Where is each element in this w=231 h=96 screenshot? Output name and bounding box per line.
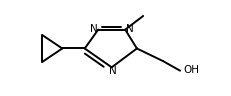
- Text: N: N: [89, 24, 97, 34]
- Text: OH: OH: [183, 65, 199, 75]
- Text: N: N: [126, 24, 134, 34]
- Text: N: N: [108, 66, 116, 76]
